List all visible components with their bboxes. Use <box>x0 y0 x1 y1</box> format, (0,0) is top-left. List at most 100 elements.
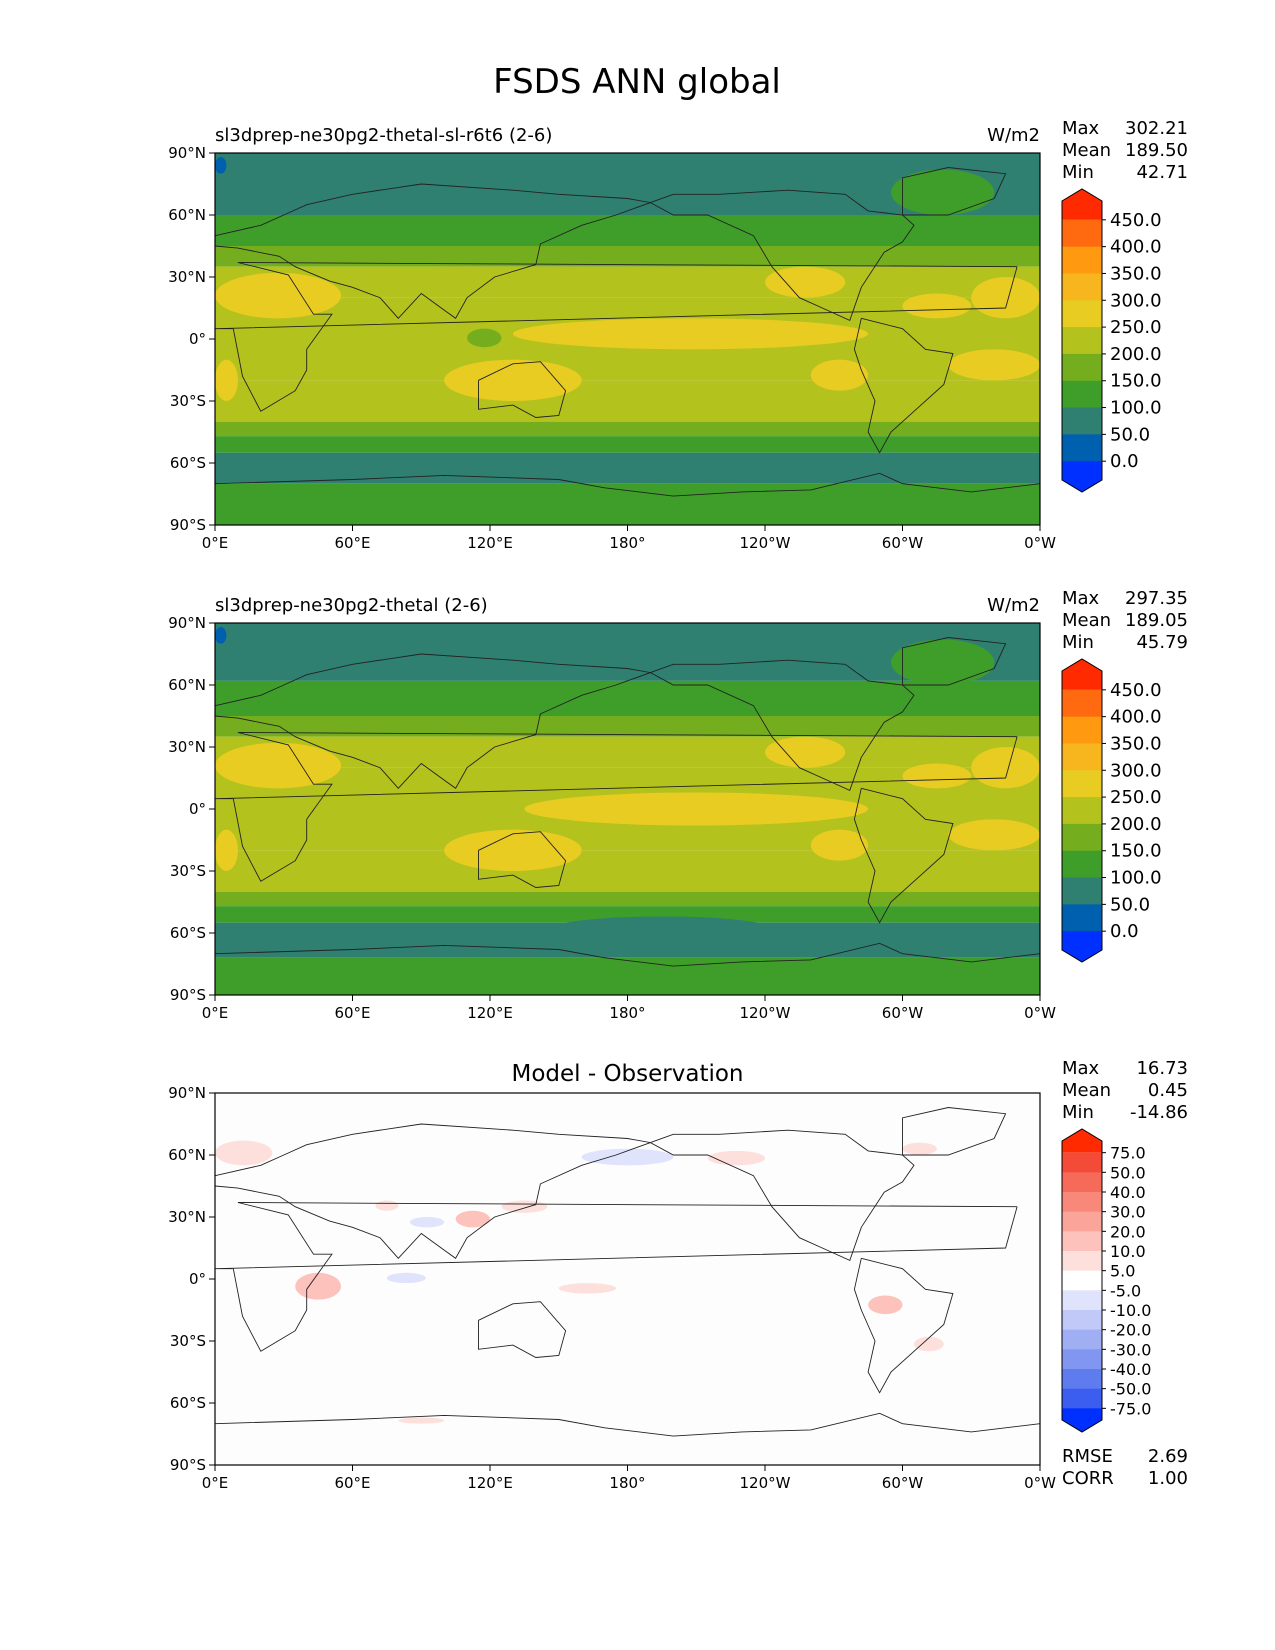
x-tick-label: 0°E <box>202 534 229 552</box>
coastline <box>215 1123 653 1259</box>
colorbar-segment <box>1062 770 1102 798</box>
coastline <box>478 1301 567 1358</box>
y-tick-label: 60°N <box>168 206 206 224</box>
coastline <box>650 659 915 792</box>
colorbar-segment <box>1062 1290 1102 1311</box>
colorbar-extend-min <box>1062 461 1102 492</box>
y-tick-label: 60°S <box>170 924 206 942</box>
colorbar-segment <box>1062 797 1102 825</box>
field-band <box>215 906 1040 923</box>
field-patch <box>948 819 1040 851</box>
field-patch <box>215 742 342 789</box>
field-patch <box>707 1150 766 1166</box>
y-tick-label: 30°N <box>168 1208 206 1226</box>
colorbar-segment <box>1062 327 1102 355</box>
colorbar-tick-label: 350.0 <box>1110 733 1162 754</box>
field-band <box>215 380 1040 422</box>
colorbar-segment <box>1062 1329 1102 1350</box>
colorbar-tick-label: 100.0 <box>1110 398 1162 419</box>
field-patch <box>891 639 995 685</box>
colorbar-tick-label: 50.0 <box>1110 424 1150 445</box>
colorbar-tick-label: 400.0 <box>1110 707 1162 728</box>
field-patch <box>455 1210 490 1228</box>
field-band <box>215 246 1040 267</box>
y-tick-label: 90°S <box>170 516 206 534</box>
colorbar-extend-max <box>1062 1129 1102 1153</box>
colorbar-segment <box>1062 904 1102 932</box>
colorbar-tick-label: 450.0 <box>1110 210 1162 231</box>
stat-label: Mean <box>1062 140 1111 161</box>
colorbar-tick-label: 5.0 <box>1110 1262 1135 1281</box>
y-tick-label: 30°S <box>170 392 206 410</box>
figure-title: FSDS ANN global <box>493 62 781 102</box>
x-tick-label: 180° <box>609 534 645 552</box>
x-tick-label: 60°E <box>334 534 370 552</box>
colorbar-segment <box>1062 823 1102 852</box>
field-patch <box>215 829 238 871</box>
field-patch <box>501 1200 548 1213</box>
coastline <box>215 1202 1018 1352</box>
coastline <box>853 317 954 454</box>
field-patch <box>215 157 227 174</box>
field-patch <box>948 349 1040 381</box>
y-tick-label: 60°S <box>170 1394 206 1412</box>
colorbar-tick-label: 450.0 <box>1110 680 1162 701</box>
metric-value: 1.00 <box>1148 1468 1188 1489</box>
coastline <box>215 1412 1040 1437</box>
y-tick-label: 30°S <box>170 862 206 880</box>
y-tick-label: 0° <box>189 800 206 818</box>
colorbar: 450.0 400.0 350.0 300.0 250.0 200.0 150.0 100.0… <box>1061 188 1162 493</box>
coastline <box>215 262 1018 412</box>
field-band <box>215 957 1040 995</box>
panel-title: Model - Observation <box>511 1061 743 1087</box>
coastline <box>650 189 915 322</box>
colorbar-tick-label: 300.0 <box>1110 290 1162 311</box>
field-patch <box>524 792 869 826</box>
colorbar-segment <box>1062 1369 1102 1390</box>
coastline <box>215 732 1018 882</box>
colorbar-tick-label: 50.0 <box>1110 894 1150 915</box>
colorbar-segment <box>1062 273 1102 301</box>
x-tick-label: 120°E <box>467 1004 513 1022</box>
colorbar-tick-label: 0.0 <box>1110 921 1139 942</box>
field-patch <box>558 1283 617 1294</box>
colorbar-tick-label: 250.0 <box>1110 787 1162 808</box>
y-tick-label: 90°S <box>170 1456 206 1474</box>
x-tick-label: 60°W <box>882 1474 924 1492</box>
colorbar-segment <box>1062 689 1102 718</box>
field-patch <box>971 747 1040 789</box>
stat-value: 16.73 <box>1136 1058 1188 1079</box>
x-tick-label: 60°E <box>334 1004 370 1022</box>
x-tick-label: 180° <box>609 1474 645 1492</box>
stat-label: Max <box>1062 588 1100 609</box>
field-band <box>215 680 1040 716</box>
stat-value: 0.45 <box>1148 1080 1188 1101</box>
field-patch <box>512 318 869 350</box>
coastline <box>853 787 954 924</box>
field-patch <box>444 359 582 402</box>
panel-1: sl3dprep-ne30pg2-thetal-sl-r6t6 (2-6) W/m… <box>168 118 1188 552</box>
metric-label: CORR <box>1062 1468 1114 1489</box>
colorbar-extend-max <box>1062 189 1102 220</box>
field-patch <box>810 359 869 391</box>
field-patch <box>558 916 765 938</box>
stat-value: 189.05 <box>1125 610 1188 631</box>
units-label: W/m2 <box>987 125 1040 146</box>
metric-label: RMSE <box>1062 1446 1113 1467</box>
colorbar-segment <box>1062 1251 1102 1272</box>
colorbar-tick-label: 10.0 <box>1110 1242 1146 1261</box>
colorbar-segment <box>1062 434 1102 462</box>
field-patch <box>902 763 972 789</box>
metric-value: 2.69 <box>1148 1446 1188 1467</box>
colorbar-tick-label: 150.0 <box>1110 371 1162 392</box>
colorbar-segment <box>1062 1231 1102 1252</box>
field-patch <box>902 293 972 319</box>
colorbar-tick-label: 150.0 <box>1110 841 1162 862</box>
field-band <box>215 483 1040 525</box>
field-patch <box>386 1272 426 1284</box>
colorbar-tick-label: 0.0 <box>1110 451 1139 472</box>
x-tick-label: 0°E <box>202 1474 229 1492</box>
field-patch <box>375 1200 399 1211</box>
stat-label: Max <box>1062 118 1100 139</box>
